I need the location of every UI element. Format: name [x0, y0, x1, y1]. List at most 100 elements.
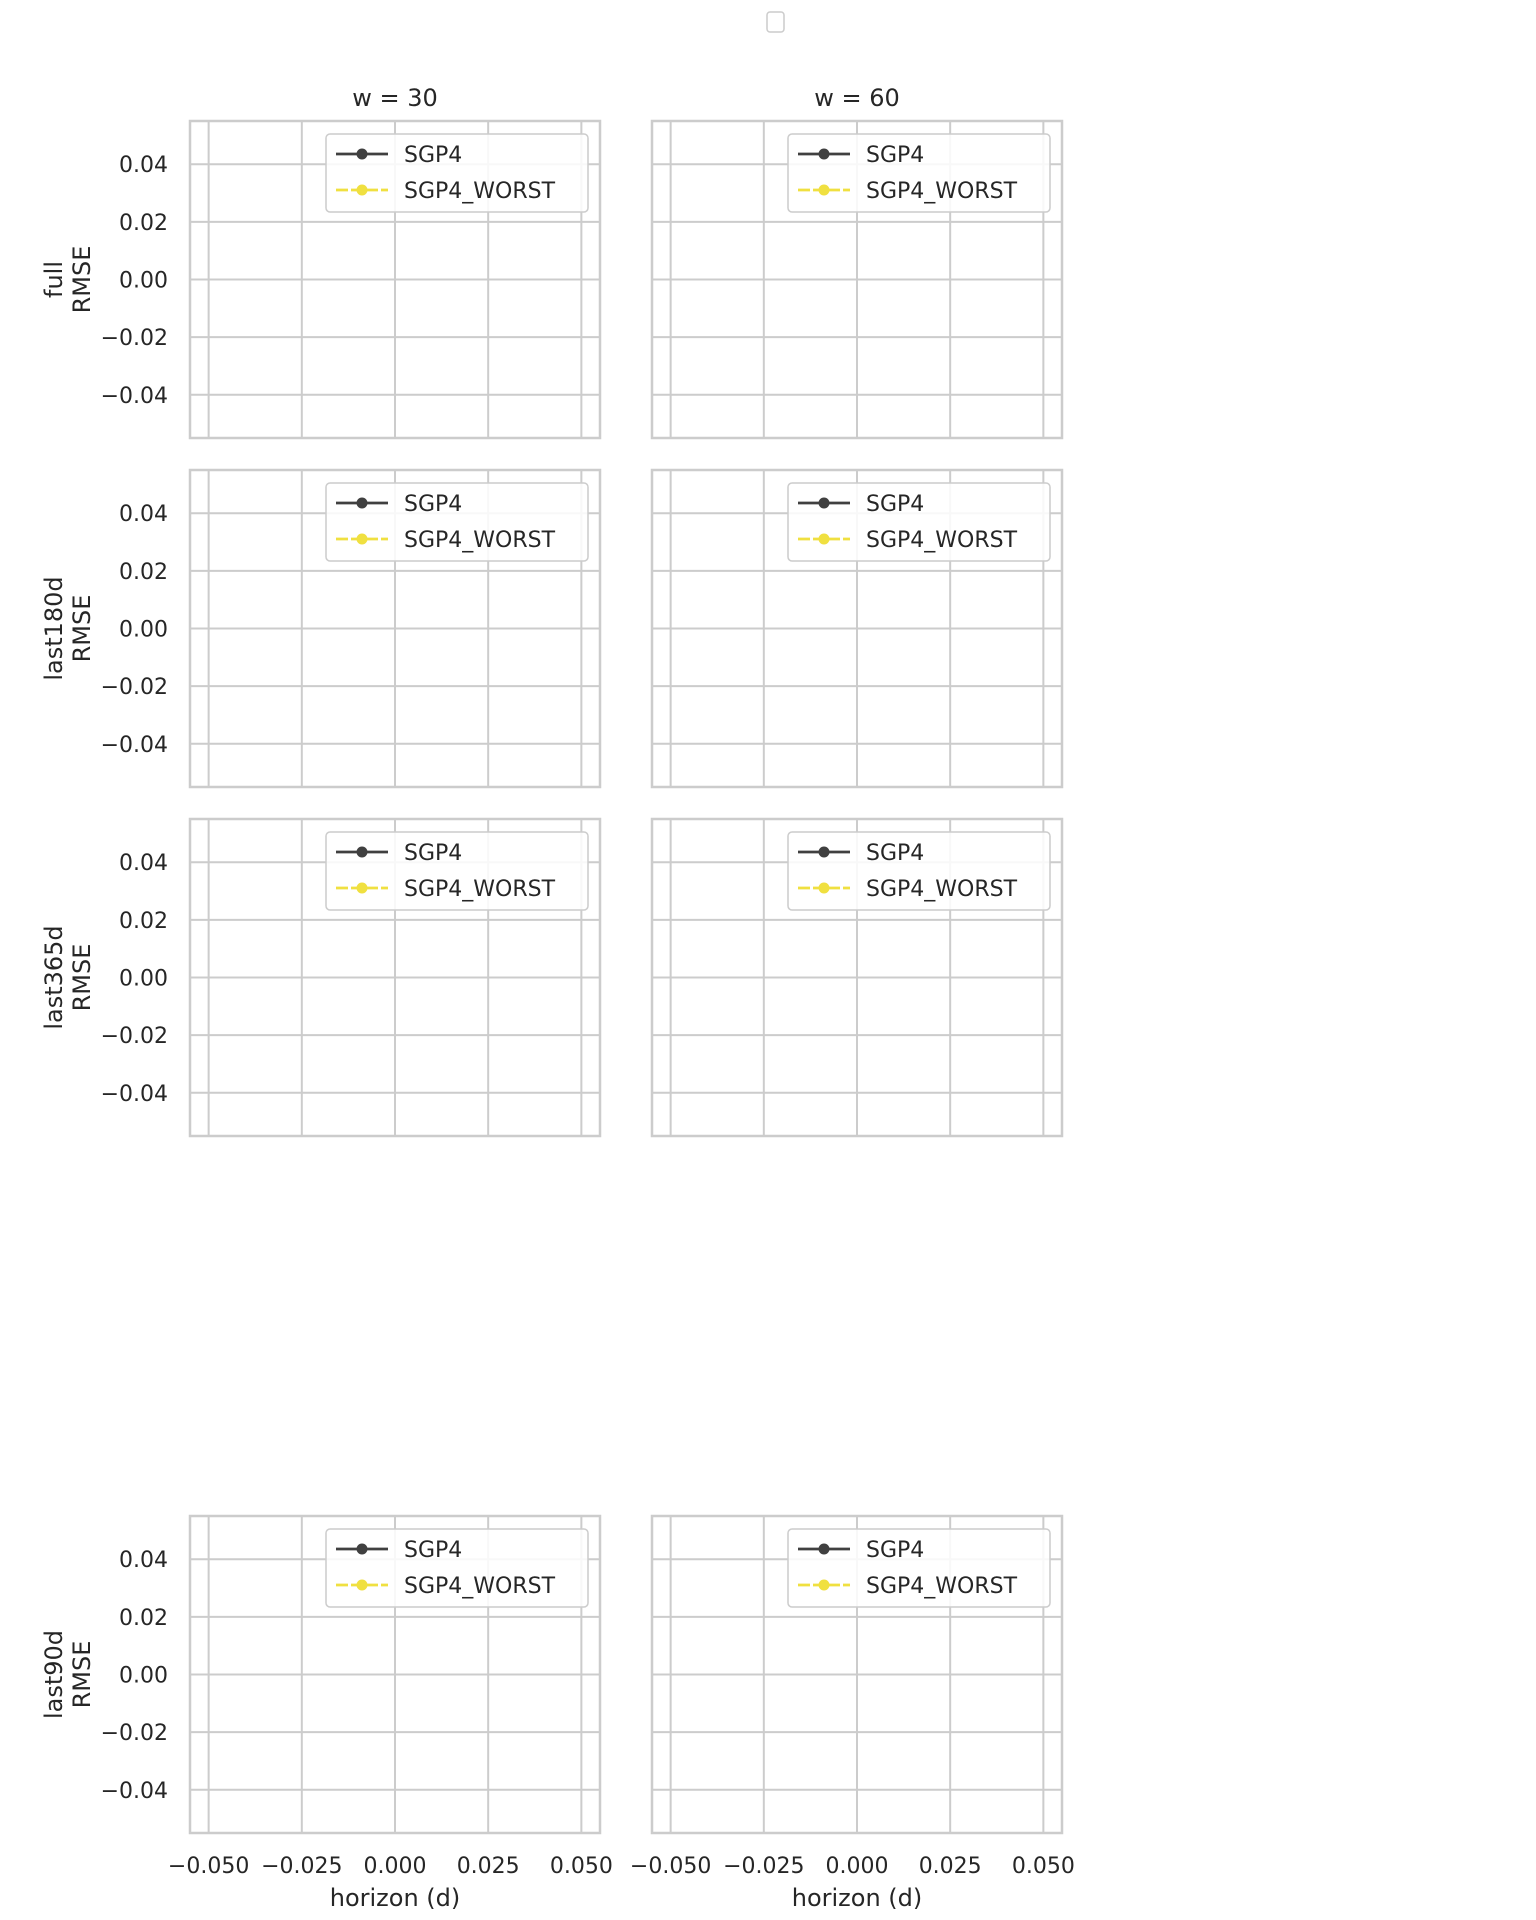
x-tick-label: 0.050: [550, 1854, 613, 1879]
panel-frame: [650, 1514, 1064, 1835]
row-label-text: fullRMSE: [40, 246, 96, 314]
panel-r3-c0: SGP4 SGP4_WORST: [188, 1514, 602, 1835]
legend: SGP4 SGP4_WORST: [325, 831, 589, 911]
y-tick-label: 0.00: [119, 618, 168, 643]
legend-label: SGP4: [866, 492, 924, 517]
legend-marker: [356, 533, 368, 545]
y-tick-label: 0.04: [119, 153, 168, 178]
y-tick-label: −0.04: [101, 1779, 168, 1804]
legend: SGP4 SGP4_WORST: [325, 482, 589, 562]
x-tick-label: 0.000: [364, 1854, 427, 1879]
panel-frame: [188, 1514, 602, 1835]
row-label: last365dRMSE: [40, 925, 96, 1029]
y-tick-label: 0.04: [119, 1548, 168, 1573]
x-axis-label: horizon (d): [792, 1884, 923, 1912]
row-label: last90dRMSE: [40, 1630, 96, 1719]
legend-box: [325, 831, 589, 911]
legend-box: [325, 482, 589, 562]
column-title: w = 30: [352, 84, 438, 112]
legend-marker: [356, 148, 368, 160]
row-label-line: full: [40, 261, 68, 298]
x-tick-label: −0.050: [168, 1854, 249, 1879]
legend-label: SGP4: [404, 841, 462, 866]
panel-r0-c0: SGP4 SGP4_WORST: [188, 119, 602, 440]
legend-marker: [356, 1543, 368, 1555]
legend-marker: [818, 1543, 830, 1555]
y-tick-label: −0.02: [101, 675, 168, 700]
legend-label: SGP4: [866, 1538, 924, 1563]
y-tick-label: −0.04: [101, 733, 168, 758]
y-tick-label: 0.02: [119, 1606, 168, 1631]
legend-label: SGP4: [866, 841, 924, 866]
x-tick-label: 0.050: [1012, 1854, 1075, 1879]
legend-marker: [818, 882, 830, 894]
x-tick-label: 0.025: [919, 1854, 982, 1879]
legend: SGP4 SGP4_WORST: [787, 831, 1051, 911]
panel-r0-c1: SGP4 SGP4_WORST: [650, 119, 1064, 440]
x-tick-label: −0.025: [261, 1854, 342, 1879]
y-tick-label: 0.04: [119, 851, 168, 876]
row-label-line: RMSE: [68, 944, 96, 1012]
legend-marker: [818, 1579, 830, 1591]
x-tick-label: 0.025: [457, 1854, 520, 1879]
legend: SGP4 SGP4_WORST: [787, 1528, 1051, 1608]
legend-marker: [356, 497, 368, 509]
legend-marker: [818, 846, 830, 858]
legend: SGP4 SGP4_WORST: [325, 1528, 589, 1608]
legend: SGP4 SGP4_WORST: [325, 133, 589, 213]
legend-label: SGP4_WORST: [866, 877, 1018, 902]
row-label: last180dRMSE: [40, 576, 96, 680]
row-label-text: last180dRMSE: [40, 576, 96, 680]
panel-r1-c1: SGP4 SGP4_WORST: [650, 468, 1064, 789]
row-label-line: last365d: [40, 925, 68, 1029]
panel-frame: [188, 119, 602, 440]
y-tick-label: 0.00: [119, 269, 168, 294]
legend-label: SGP4: [404, 492, 462, 517]
legend-label: SGP4_WORST: [404, 1574, 556, 1599]
y-tick-label: 0.04: [119, 502, 168, 527]
x-tick-label: 0.000: [826, 1854, 889, 1879]
legend-box: [787, 1528, 1051, 1608]
legend: SGP4 SGP4_WORST: [787, 133, 1051, 213]
panel-frame: [650, 119, 1064, 440]
panel-r2-c0: SGP4 SGP4_WORST: [188, 817, 602, 1138]
y-tick-label: −0.04: [101, 1082, 168, 1107]
row-label-line: last180d: [40, 576, 68, 680]
legend-box: [787, 831, 1051, 911]
legend-box: [325, 1528, 589, 1608]
panel-r1-c0: SGP4 SGP4_WORST: [188, 468, 602, 789]
legend-marker: [818, 184, 830, 196]
x-tick-label: −0.050: [630, 1854, 711, 1879]
legend-box: [787, 133, 1051, 213]
x-tick-label: −0.025: [723, 1854, 804, 1879]
y-tick-label: 0.02: [119, 211, 168, 236]
legend-box: [787, 482, 1051, 562]
row-label-line: RMSE: [68, 246, 96, 314]
legend-marker: [356, 184, 368, 196]
panel-frame: [188, 468, 602, 789]
x-axis-label: horizon (d): [330, 1884, 461, 1912]
panel-r3-c1: SGP4 SGP4_WORST: [650, 1514, 1064, 1835]
legend-label: SGP4: [404, 143, 462, 168]
column-title: w = 60: [814, 84, 900, 112]
y-tick-label: 0.02: [119, 560, 168, 585]
panel-frame: [650, 817, 1064, 1138]
y-tick-label: 0.00: [119, 967, 168, 992]
y-tick-label: −0.02: [101, 1024, 168, 1049]
legend-label: SGP4_WORST: [866, 1574, 1018, 1599]
panel-frame: [188, 817, 602, 1138]
panel-r2-c1: SGP4 SGP4_WORST: [650, 817, 1064, 1138]
row-label-text: last90dRMSE: [40, 1630, 96, 1719]
y-tick-label: 0.00: [119, 1664, 168, 1689]
legend-marker: [356, 882, 368, 894]
legend-box: [325, 133, 589, 213]
y-tick-label: −0.04: [101, 384, 168, 409]
y-tick-label: −0.02: [101, 326, 168, 351]
legend-marker: [356, 1579, 368, 1591]
legend: SGP4 SGP4_WORST: [787, 482, 1051, 562]
legend-label: SGP4_WORST: [866, 179, 1018, 204]
row-label-line: RMSE: [68, 595, 96, 663]
legend-label: SGP4_WORST: [404, 528, 556, 553]
legend-marker: [818, 148, 830, 160]
